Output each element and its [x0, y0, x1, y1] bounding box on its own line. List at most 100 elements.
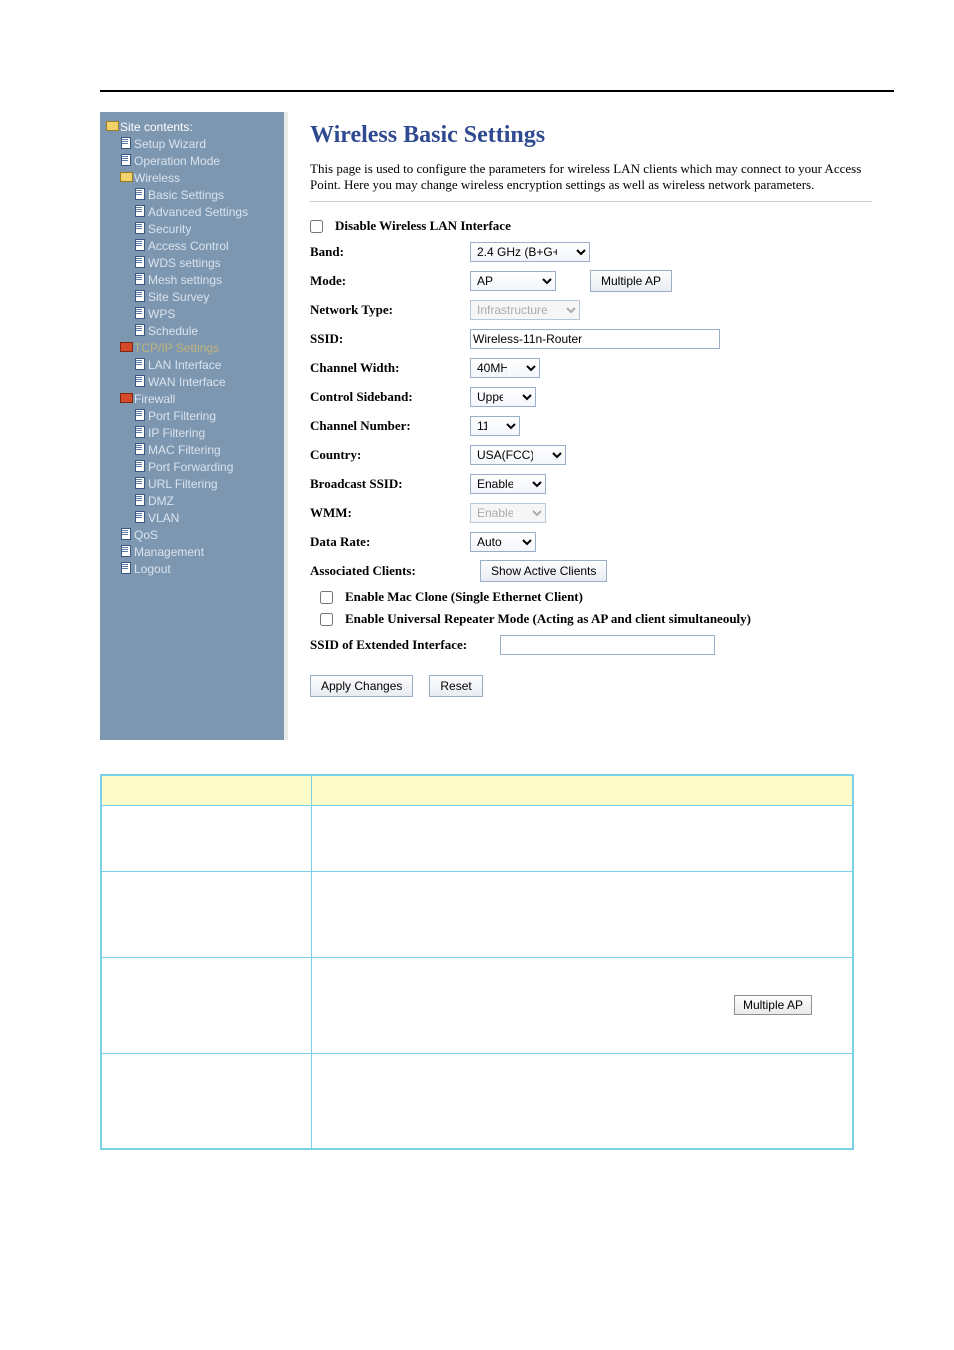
sidebar-item-vlan[interactable]: VLAN: [134, 510, 280, 526]
label-drate: Data Rate:: [310, 534, 470, 550]
file-icon: [120, 137, 131, 148]
file-icon: [134, 256, 145, 267]
label-cnum: Channel Number:: [310, 418, 470, 434]
page-title: Wireless Basic Settings: [310, 122, 872, 149]
sidebar-item-label: WAN Interface: [148, 375, 226, 389]
file-icon: [134, 426, 145, 437]
sidebar-item-wds-settings[interactable]: WDS settings: [134, 255, 280, 271]
sidebar-item-management[interactable]: Management: [120, 544, 280, 560]
sidebar-item-label: DMZ: [148, 494, 174, 508]
file-icon: [134, 494, 145, 505]
reset-button[interactable]: Reset: [429, 675, 482, 697]
select-control-sideband[interactable]: Upper: [470, 387, 536, 407]
content-panel: Wireless Basic Settings This page is use…: [288, 112, 894, 740]
sidebar-item-label: URL Filtering: [148, 477, 218, 491]
label-cwidth: Channel Width:: [310, 360, 470, 376]
sidebar-item-schedule[interactable]: Schedule: [134, 323, 280, 339]
file-icon: [134, 443, 145, 454]
sidebar-item-url-filtering[interactable]: URL Filtering: [134, 476, 280, 492]
sidebar-item-logout[interactable]: Logout: [120, 561, 280, 577]
urep-checkbox[interactable]: [320, 613, 333, 626]
show-active-clients-button[interactable]: Show Active Clients: [480, 560, 607, 582]
sidebar-item-port-filtering[interactable]: Port Filtering: [134, 408, 280, 424]
label-ntype: Network Type:: [310, 302, 470, 318]
sidebar-item-dmz[interactable]: DMZ: [134, 493, 280, 509]
sidebar-item-label: WDS settings: [148, 256, 221, 270]
sidebar-item-label: Setup Wizard: [134, 137, 206, 151]
sidebar-item-ip-filtering[interactable]: IP Filtering: [134, 425, 280, 441]
sidebar-item-tcp-ip-settings[interactable]: TCP/IP Settings: [120, 340, 280, 356]
apply-changes-button[interactable]: Apply Changes: [310, 675, 413, 697]
sidebar-item-port-forwarding[interactable]: Port Forwarding: [134, 459, 280, 475]
sidebar-item-setup-wizard[interactable]: Setup Wizard: [120, 136, 280, 152]
sidebar-item-label: Advanced Settings: [148, 205, 248, 219]
input-ext-ssid[interactable]: [500, 635, 715, 655]
folder-icon: [106, 120, 117, 131]
file-icon: [134, 358, 145, 369]
sidebar-item-firewall[interactable]: Firewall: [120, 391, 280, 407]
sidebar-item-mesh-settings[interactable]: Mesh settings: [134, 272, 280, 288]
row-network-type: Network Type: Infrastructure: [310, 298, 872, 322]
sidebar-item-label: Schedule: [148, 324, 198, 338]
sidebar-item-wan-interface[interactable]: WAN Interface: [134, 374, 280, 390]
sidebar-item-wireless[interactable]: Wireless: [120, 170, 280, 186]
file-icon: [134, 477, 145, 488]
sidebar-item-lan-interface[interactable]: LAN Interface: [134, 357, 280, 373]
row-channel-width: Channel Width: 40MHz: [310, 356, 872, 380]
sidebar-item-wps[interactable]: WPS: [134, 306, 280, 322]
mac-clone-label: Enable Mac Clone (Single Ethernet Client…: [345, 589, 583, 605]
multiple-ap-inline-button: Multiple AP: [734, 995, 812, 1015]
sidebar-item-operation-mode[interactable]: Operation Mode: [120, 153, 280, 169]
mac-clone-checkbox[interactable]: [320, 591, 333, 604]
sidebar-root: Site contents:: [106, 119, 280, 135]
table-row: [101, 1053, 853, 1149]
file-icon: [134, 324, 145, 335]
folder-icon: [120, 341, 131, 352]
sidebar-item-label: VLAN: [148, 511, 179, 525]
select-country[interactable]: USA(FCC): [470, 445, 566, 465]
sidebar-item-security[interactable]: Security: [134, 221, 280, 237]
select-channel-number[interactable]: 11: [470, 416, 520, 436]
select-broadcast-ssid[interactable]: Enabled: [470, 474, 546, 494]
page-intro: This page is used to configure the param…: [310, 161, 872, 202]
sidebar-item-access-control[interactable]: Access Control: [134, 238, 280, 254]
disable-wlan-checkbox[interactable]: [310, 220, 323, 233]
sidebar-item-mac-filtering[interactable]: MAC Filtering: [134, 442, 280, 458]
file-icon: [134, 460, 145, 471]
sidebar-item-basic-settings[interactable]: Basic Settings: [134, 187, 280, 203]
sidebar-item-label: Operation Mode: [134, 154, 220, 168]
label-country: Country:: [310, 447, 470, 463]
sidebar-nav: Site contents: Setup Wizard Operation Mod…: [100, 112, 288, 740]
sidebar-item-qos[interactable]: QoS: [120, 527, 280, 543]
label-ssid: SSID:: [310, 331, 470, 347]
parameter-table: Multiple AP: [100, 774, 854, 1150]
file-icon: [134, 239, 145, 250]
sidebar-item-site-survey[interactable]: Site Survey: [134, 289, 280, 305]
file-icon: [134, 307, 145, 318]
select-channel-width[interactable]: 40MHz: [470, 358, 540, 378]
row-wmm: WMM: Enabled: [310, 501, 872, 525]
select-network-type: Infrastructure: [470, 300, 580, 320]
file-icon: [120, 154, 131, 165]
label-wmm: WMM:: [310, 505, 470, 521]
sidebar-item-label: QoS: [134, 528, 158, 542]
urep-label: Enable Universal Repeater Mode (Acting a…: [345, 611, 751, 627]
file-icon: [134, 273, 145, 284]
file-icon: [134, 188, 145, 199]
file-icon: [134, 222, 145, 233]
sidebar-item-label: Access Control: [148, 239, 229, 253]
label-ext-ssid: SSID of Extended Interface:: [310, 637, 500, 653]
sidebar-item-label: WPS: [148, 307, 175, 321]
select-mode[interactable]: AP: [470, 271, 556, 291]
sidebar-item-label: Logout: [134, 562, 171, 576]
select-data-rate[interactable]: Auto: [470, 532, 536, 552]
sidebar-item-label: TCP/IP Settings: [134, 341, 219, 355]
multiple-ap-button[interactable]: Multiple AP: [590, 270, 672, 292]
table-row: Multiple AP: [101, 957, 853, 1053]
file-icon: [120, 562, 131, 573]
input-ssid[interactable]: [470, 329, 720, 349]
select-band[interactable]: 2.4 GHz (B+G+N): [470, 242, 590, 262]
sidebar-item-label: Site Survey: [148, 290, 209, 304]
router-admin-screenshot: Site contents: Setup Wizard Operation Mod…: [100, 112, 894, 740]
sidebar-item-advanced-settings[interactable]: Advanced Settings: [134, 204, 280, 220]
